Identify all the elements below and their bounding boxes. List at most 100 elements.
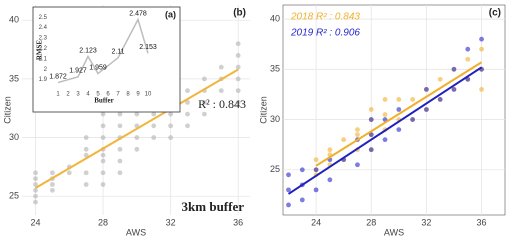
value-label: 2.123 (79, 47, 97, 54)
x-tick-label: 4 (86, 92, 90, 98)
value-label: 2.11 (111, 49, 124, 56)
point (327, 147, 333, 153)
point (327, 177, 333, 183)
point (151, 123, 157, 129)
point (286, 202, 291, 208)
point (218, 88, 224, 94)
x-tick-label: 8 (126, 92, 130, 98)
point (286, 187, 291, 193)
y-tick-label: 2.1 (39, 56, 48, 62)
point (100, 111, 106, 117)
point (355, 162, 360, 168)
y-tick-label: 2.2 (39, 46, 48, 52)
y-tick-label: 40 (9, 15, 19, 25)
y-tick-label: 2 (44, 67, 48, 73)
x-tick-label: 7 (116, 92, 120, 98)
point (341, 137, 347, 143)
x-tick-label: 24 (311, 217, 321, 227)
point (151, 135, 157, 140)
value-label: 2.478 (129, 10, 147, 17)
y-tick-label: 2.5 (39, 15, 48, 21)
point (382, 137, 388, 143)
x-tick-label: 1 (56, 92, 60, 98)
y-tick-label: 2.4 (39, 25, 48, 31)
point (100, 158, 106, 164)
point (100, 182, 106, 187)
x-tick-label: 28 (98, 217, 108, 227)
point (396, 127, 402, 132)
point (424, 87, 429, 92)
x-axis-title: AWS (126, 227, 146, 237)
point (235, 88, 241, 94)
point (299, 197, 305, 203)
point (410, 117, 416, 122)
point (33, 176, 38, 182)
point (185, 99, 190, 105)
point (134, 111, 140, 117)
x-tick-label: 24 (31, 217, 41, 227)
point (117, 170, 123, 176)
point (410, 97, 416, 102)
y-tick-label: 1.9 (39, 77, 48, 83)
legend-entry: 2018 R² : 0.843 (290, 12, 360, 23)
point (83, 146, 89, 152)
annotation: R² : 0.843 (198, 97, 246, 111)
annotation: 3km buffer (182, 199, 245, 214)
x-tick-label: 32 (166, 217, 176, 227)
fit-line (315, 61, 483, 167)
y-tick-label: 25 (9, 191, 19, 201)
x-tick-label: 10 (145, 92, 152, 98)
y-tick-label: 2.3 (39, 36, 48, 42)
y-tick-label: 35 (270, 64, 280, 74)
annotation: (a) (165, 9, 176, 19)
point (134, 146, 140, 152)
x-axis-title: Buffer (94, 97, 113, 105)
point (396, 107, 402, 112)
point (286, 172, 291, 178)
value-label: 1.872 (49, 73, 67, 80)
point (134, 135, 140, 140)
value-label: 1.927 (69, 68, 87, 75)
point (33, 182, 38, 187)
point (202, 111, 207, 117)
point (368, 117, 374, 122)
point (185, 111, 190, 117)
point (50, 182, 55, 187)
annotation: (c) (489, 8, 501, 19)
y-axis-title: Citizen (258, 96, 268, 124)
inset-box (32, 6, 181, 113)
point (33, 193, 38, 199)
y-axis-title: RMSE (36, 40, 44, 61)
point (66, 170, 72, 176)
point (185, 123, 190, 129)
point (396, 97, 402, 102)
line (57, 17, 149, 84)
point (117, 111, 123, 117)
legend-entry: 2019 R² : 0.906 (290, 28, 360, 39)
point (313, 157, 319, 163)
point (50, 170, 55, 176)
point (202, 99, 207, 105)
x-tick-label: 28 (366, 217, 376, 227)
y-axis-title: Citizen (2, 96, 12, 124)
y-tick-label: 25 (270, 164, 280, 174)
point (437, 76, 443, 82)
point (235, 53, 241, 58)
point (83, 135, 89, 140)
point (83, 182, 89, 187)
point (168, 135, 174, 140)
point (33, 199, 38, 205)
point (235, 41, 241, 47)
fit-line (287, 66, 483, 195)
point (218, 64, 224, 70)
point (368, 147, 374, 153)
x-tick-label: 9 (136, 92, 140, 98)
value-label: 2.153 (139, 44, 157, 51)
point (355, 127, 360, 132)
point (33, 170, 38, 176)
point (100, 123, 106, 129)
value-label: 1.959 (89, 64, 107, 71)
plot-panel (282, 4, 506, 216)
